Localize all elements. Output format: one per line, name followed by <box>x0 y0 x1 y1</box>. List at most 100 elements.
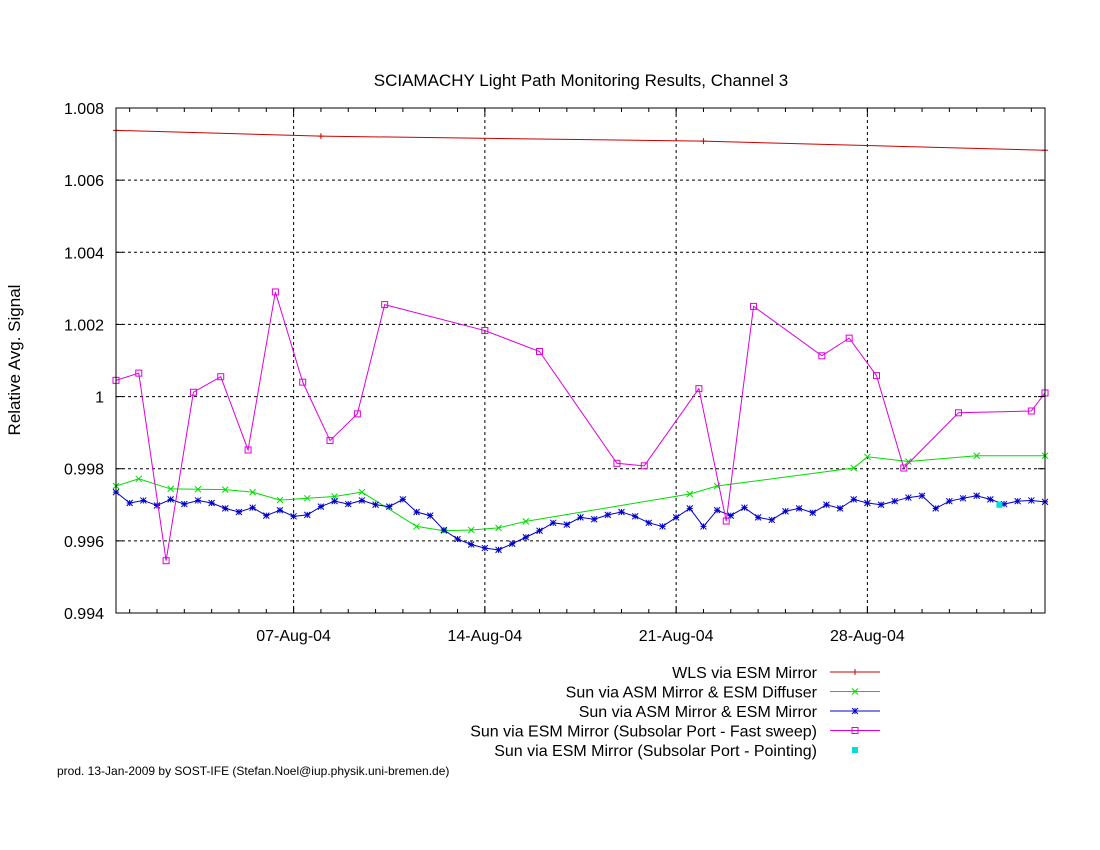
data-point <box>946 497 953 505</box>
data-point <box>153 502 161 509</box>
data-point <box>249 504 256 512</box>
data-point <box>208 499 215 507</box>
y-tick-label: 1 <box>95 390 104 407</box>
data-point <box>235 508 243 516</box>
data-point <box>754 514 762 521</box>
data-point <box>467 526 475 534</box>
plot-series <box>112 127 1049 565</box>
data-point <box>495 546 502 554</box>
data-point <box>851 727 859 734</box>
data-point <box>864 453 871 461</box>
data-point <box>645 519 653 527</box>
data-point <box>381 301 389 309</box>
data-point <box>167 485 175 493</box>
legend-label: WLS via ESM Mirror <box>672 665 818 682</box>
data-point <box>809 509 817 517</box>
data-point <box>873 372 881 380</box>
data-point <box>823 501 830 509</box>
data-point <box>167 496 175 503</box>
data-point <box>317 133 324 140</box>
data-point <box>695 385 703 393</box>
data-point <box>271 288 279 296</box>
data-point <box>290 512 297 520</box>
legend-label: Sun via ESM Mirror (Subsolar Port - Poin… <box>494 743 817 760</box>
series <box>113 127 1048 154</box>
data-point <box>877 501 885 509</box>
data-point <box>358 488 366 496</box>
series <box>112 452 1049 535</box>
data-point <box>851 688 859 695</box>
data-point <box>686 490 694 498</box>
data-point <box>326 437 334 445</box>
series <box>112 288 1049 565</box>
data-point <box>700 138 707 145</box>
chart-title: SCIAMACHY Light Path Monitoring Results,… <box>374 71 789 90</box>
data-point <box>577 514 584 521</box>
grid-lines <box>116 108 1045 613</box>
data-point <box>522 518 530 525</box>
x-tick-label: 28-Aug-04 <box>830 628 905 645</box>
data-point <box>353 410 361 418</box>
data-point <box>918 492 926 500</box>
data-point <box>426 512 434 519</box>
data-point <box>795 505 803 512</box>
y-tick-label: 0.998 <box>64 462 104 479</box>
data-point <box>659 523 666 530</box>
legend: WLS via ESM Mirror Sun via ASM Mirror & E… <box>470 665 880 760</box>
legend-label: Sun via ASM Mirror & ESM Diffuser <box>566 685 818 702</box>
data-point <box>727 512 735 519</box>
data-point <box>672 514 680 521</box>
data-point <box>139 497 147 504</box>
data-point <box>768 516 776 524</box>
data-point <box>189 388 197 396</box>
data-point <box>905 458 912 465</box>
axis-ticks: 0.994 0.996 0.998 1 1.002 1.004 1.006 1.008 07-A… <box>64 101 1045 645</box>
y-tick-label: 1.002 <box>64 317 104 334</box>
series <box>112 488 1049 554</box>
data-point <box>344 500 352 508</box>
series-line <box>115 455 1045 532</box>
series-line <box>115 129 1046 151</box>
data-point <box>299 378 307 386</box>
data-point <box>522 533 530 541</box>
data-point <box>385 503 393 510</box>
y-tick-label: 0.994 <box>64 606 104 623</box>
data-point <box>932 505 940 512</box>
data-point <box>536 347 544 355</box>
data-point <box>851 707 859 715</box>
data-point <box>845 334 853 342</box>
data-point <box>262 512 270 519</box>
data-point <box>358 497 366 504</box>
data-point <box>495 524 502 532</box>
data-point <box>782 507 789 515</box>
data-point <box>1027 497 1035 504</box>
data-point <box>864 499 871 507</box>
x-tick-label: 07-Aug-04 <box>256 628 331 645</box>
data-point <box>713 506 721 514</box>
data-point <box>700 523 707 530</box>
data-point <box>135 475 143 483</box>
data-point <box>481 544 489 552</box>
y-tick-label: 1.008 <box>64 101 104 118</box>
footer-credit: prod. 13-Jan-2009 by SOST-IFE (Stefan.No… <box>57 764 449 778</box>
data-point <box>162 557 170 565</box>
data-point <box>454 535 461 543</box>
data-point <box>221 505 229 512</box>
x-tick-label: 21-Aug-04 <box>639 628 714 645</box>
data-point <box>135 369 143 377</box>
data-point <box>249 488 256 496</box>
data-point <box>741 504 748 512</box>
data-point <box>996 501 1003 508</box>
data-point <box>549 519 557 527</box>
legend-label: Sun via ESM Mirror (Subsolar Port - Fast… <box>470 724 817 741</box>
data-point <box>303 511 311 519</box>
data-point <box>850 496 858 503</box>
data-point <box>563 521 571 528</box>
data-point <box>194 497 202 504</box>
data-point <box>954 409 962 417</box>
data-point <box>640 462 648 470</box>
y-tick-label: 0.996 <box>64 534 104 551</box>
data-point <box>331 497 338 505</box>
x-tick-label: 14-Aug-04 <box>448 628 523 645</box>
data-point <box>750 302 758 310</box>
